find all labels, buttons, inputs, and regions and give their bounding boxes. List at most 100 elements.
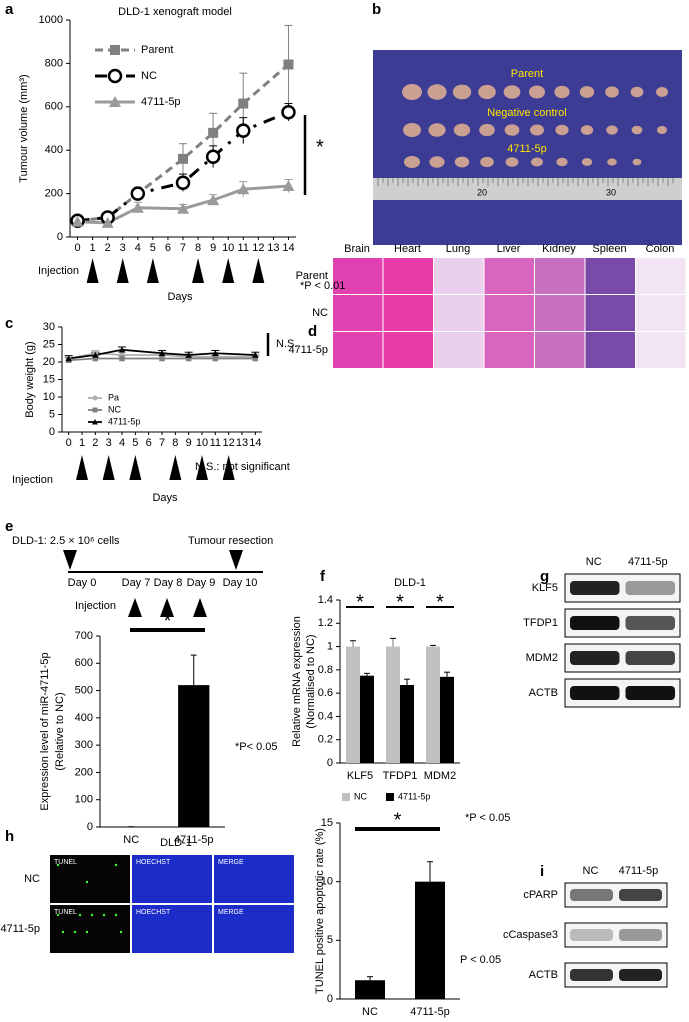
x-tick-label: 10 bbox=[196, 437, 208, 449]
y-axis-label: Relative mRNA expression bbox=[291, 616, 303, 747]
microscopy-image bbox=[50, 855, 130, 903]
marker bbox=[107, 68, 123, 84]
y-tick-label: 300 bbox=[75, 739, 93, 751]
x-tick-label: 0 bbox=[66, 437, 72, 449]
tumour bbox=[402, 84, 422, 100]
blot-band bbox=[570, 686, 620, 700]
tumour bbox=[428, 123, 446, 137]
tumour bbox=[656, 87, 668, 97]
stain-label: MERGE bbox=[218, 859, 244, 866]
tumour bbox=[631, 125, 643, 135]
tumour bbox=[404, 156, 420, 168]
y-tick-label: 20 bbox=[43, 356, 55, 368]
histology-image bbox=[484, 295, 534, 331]
y-tick-label: 700 bbox=[75, 630, 93, 642]
column-label: Spleen bbox=[592, 243, 626, 255]
y-tick-label: 100 bbox=[75, 794, 93, 806]
tumour bbox=[504, 124, 520, 136]
tumour bbox=[555, 124, 569, 136]
legend-label: NC bbox=[141, 70, 157, 82]
panel-label: h bbox=[5, 828, 14, 845]
column-label: Colon bbox=[646, 243, 675, 255]
marker bbox=[212, 355, 219, 362]
y-axis-label: (Relative to NC) bbox=[54, 692, 66, 770]
tumour bbox=[630, 86, 644, 98]
blot-row: cPARP bbox=[523, 889, 558, 901]
marker bbox=[252, 351, 259, 358]
legend-label: NC bbox=[108, 404, 121, 414]
injection-arrow bbox=[222, 455, 235, 480]
tunel-dot bbox=[114, 913, 118, 917]
histology-image bbox=[484, 258, 534, 294]
tunel-dot bbox=[85, 930, 89, 934]
bar bbox=[178, 685, 210, 827]
x-tick-label: 0 bbox=[74, 242, 80, 254]
x-tick-label: 4711-5p bbox=[174, 834, 214, 846]
x-tick-label: 12 bbox=[223, 437, 235, 449]
y-tick-label: 1.4 bbox=[318, 594, 333, 606]
tumour-photo bbox=[373, 50, 682, 245]
y-tick-label: 0.6 bbox=[318, 687, 333, 699]
note: N.S.: not significant bbox=[195, 461, 290, 473]
x-tick-label: KLF5 bbox=[347, 770, 373, 782]
marker bbox=[282, 180, 295, 192]
y-tick-label: 10 bbox=[321, 876, 333, 888]
y-tick-label: 0 bbox=[327, 993, 333, 1005]
tunel-dot bbox=[114, 863, 118, 867]
stain-label: HOECHST bbox=[136, 859, 171, 866]
marker bbox=[177, 202, 189, 214]
marker bbox=[175, 175, 191, 190]
arrow bbox=[128, 598, 142, 617]
marker bbox=[109, 96, 121, 107]
y-tick-label: 0 bbox=[49, 426, 55, 438]
marker bbox=[236, 123, 251, 138]
blot-band bbox=[625, 686, 675, 700]
panel-label: i bbox=[540, 863, 544, 880]
blot-row: TFDP1 bbox=[523, 617, 558, 629]
legend-label: NC bbox=[354, 791, 367, 801]
tunel-dot bbox=[73, 930, 77, 934]
ruler-label: 20 bbox=[477, 187, 487, 197]
stain-label: TUNEL bbox=[54, 909, 77, 916]
x-axis-label: Days bbox=[152, 492, 178, 504]
y-tick-label: 15 bbox=[321, 817, 333, 829]
note: *P < 0.01 bbox=[300, 280, 345, 292]
row-label: Parent bbox=[296, 270, 328, 282]
marker bbox=[178, 153, 188, 164]
legend-label: 4711-5p bbox=[398, 791, 430, 801]
x-tick-label: 4 bbox=[119, 437, 125, 449]
blot-column: 4711-5p bbox=[619, 865, 659, 877]
bar bbox=[400, 684, 414, 763]
y-tick-label: 5 bbox=[49, 408, 55, 420]
injection-arrow bbox=[222, 258, 235, 283]
microscopy-image bbox=[132, 905, 212, 953]
microscopy-image bbox=[214, 905, 294, 953]
injection-arrow bbox=[169, 455, 182, 480]
histology-image bbox=[585, 258, 635, 294]
chart-title: DLD-1 xenograft model bbox=[118, 6, 232, 18]
x-tick-label: 1 bbox=[79, 437, 85, 449]
y-axis-label: (Normalised to NC) bbox=[305, 634, 317, 728]
y-tick-label: 500 bbox=[75, 684, 93, 696]
marker bbox=[207, 194, 220, 206]
series-line bbox=[77, 63, 290, 223]
x-tick-label: 11 bbox=[210, 437, 221, 449]
blot-row: cCaspase3 bbox=[503, 929, 558, 941]
histology-image bbox=[383, 295, 433, 331]
tunel-dot bbox=[61, 930, 65, 934]
x-tick-label: 11 bbox=[238, 242, 249, 254]
y-tick-label: 400 bbox=[75, 712, 93, 724]
blot-row: MDM2 bbox=[526, 652, 558, 664]
injection-arrow bbox=[252, 258, 265, 283]
bar bbox=[426, 646, 440, 763]
note: P < 0.05 bbox=[460, 954, 501, 966]
x-axis-label: Days bbox=[167, 291, 193, 303]
significance: * bbox=[316, 136, 324, 158]
photo-label: Negative control bbox=[487, 107, 567, 119]
row-label: NC bbox=[24, 873, 40, 885]
panel-label: b bbox=[372, 1, 381, 18]
x-tick-label: 2 bbox=[92, 437, 98, 449]
x-tick-label: 8 bbox=[172, 437, 178, 449]
tunel-dot bbox=[78, 913, 82, 917]
x-tick-label: 13 bbox=[267, 242, 279, 254]
